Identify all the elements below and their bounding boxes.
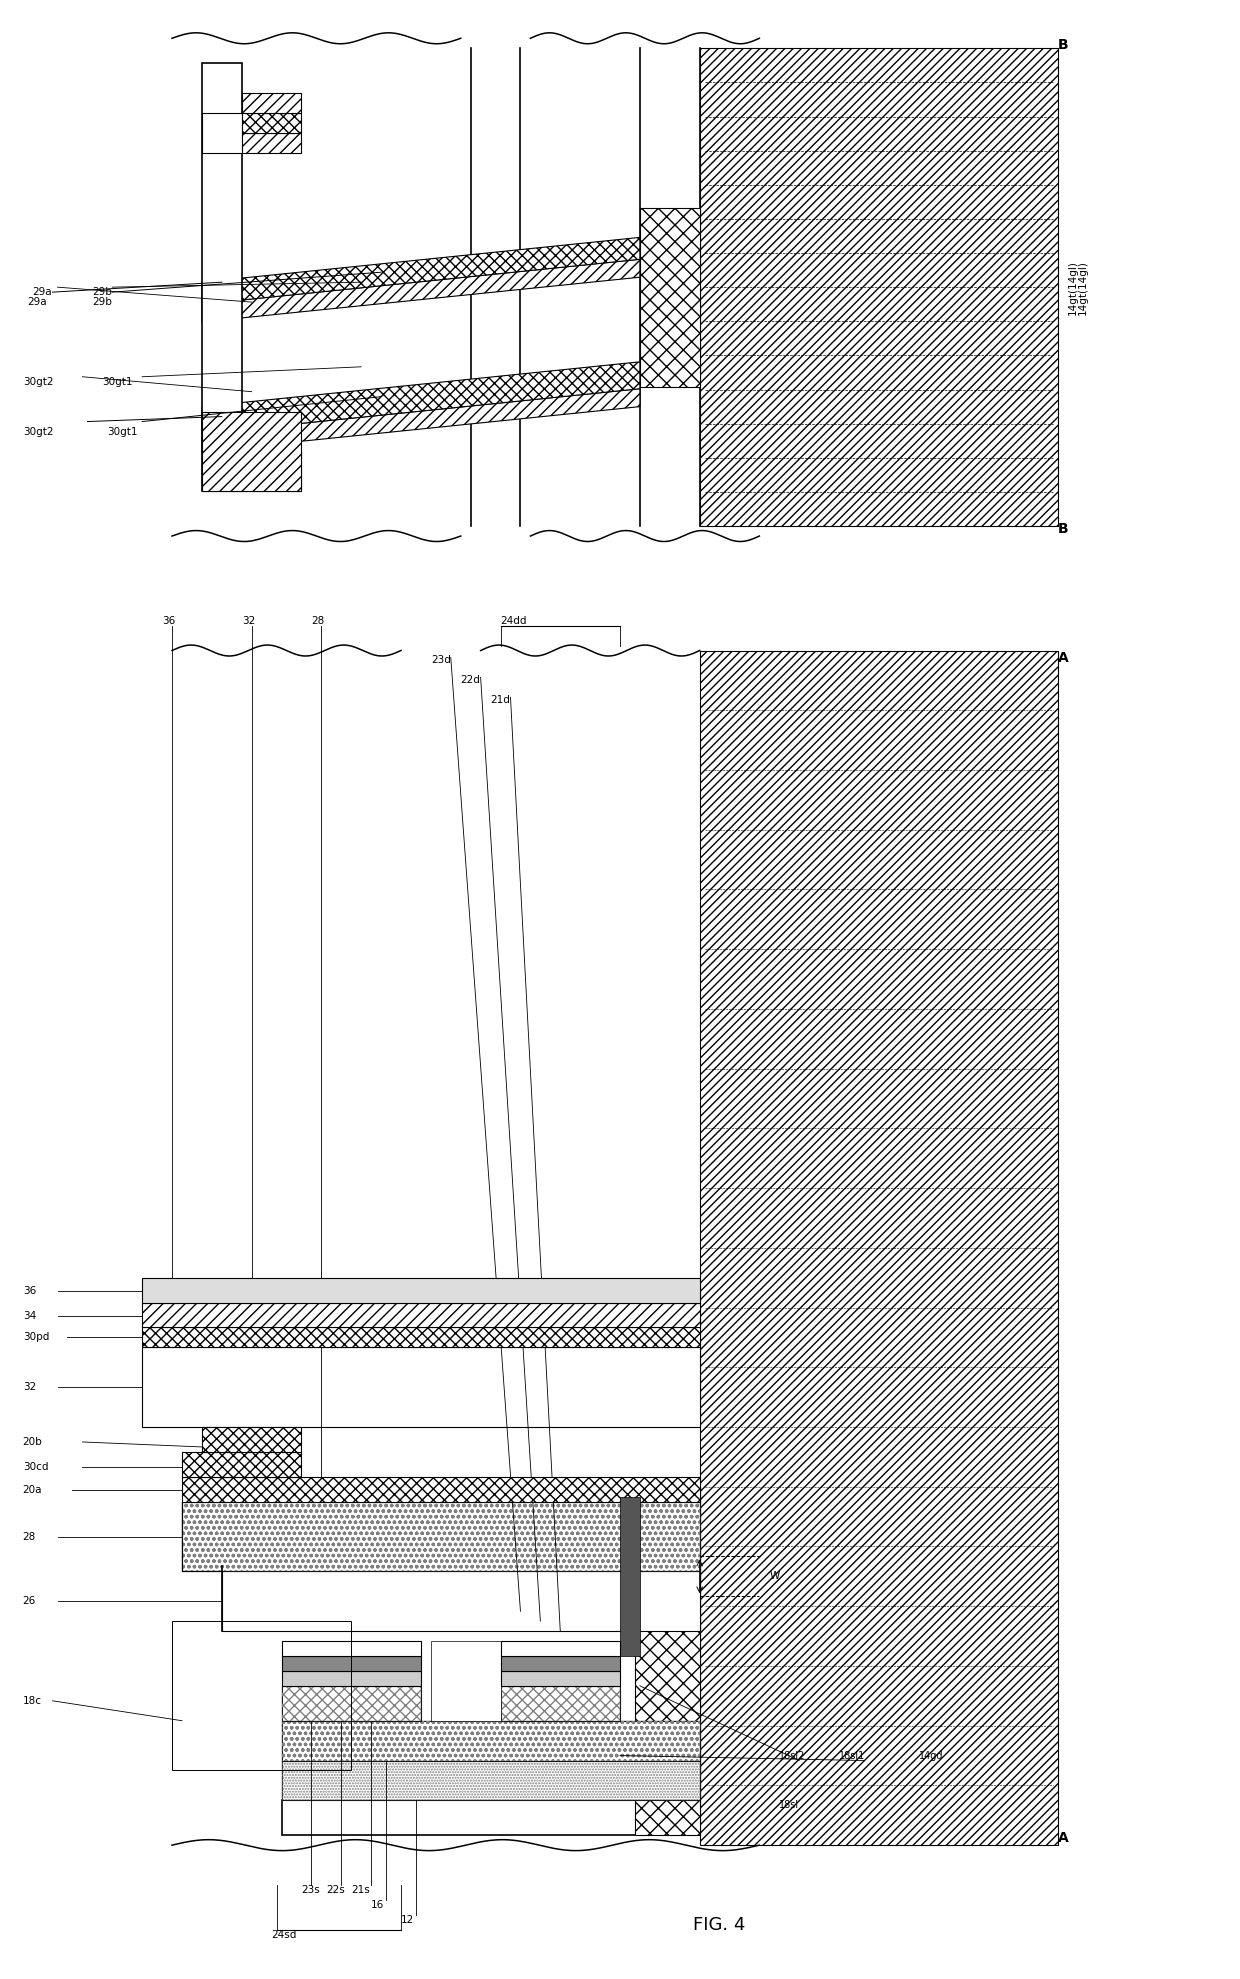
Bar <box>620 1496 640 1656</box>
Bar <box>281 1761 699 1801</box>
Text: A: A <box>1058 1831 1069 1844</box>
Text: 18sl: 18sl <box>779 1801 800 1811</box>
Bar <box>281 1720 699 1761</box>
Polygon shape <box>202 388 640 451</box>
Bar <box>281 1686 420 1720</box>
Text: 23d: 23d <box>430 655 450 665</box>
Text: 30gt2: 30gt2 <box>22 376 53 386</box>
Text: 14gt(14gl): 14gt(14gl) <box>1068 259 1078 315</box>
Bar <box>635 1486 699 1835</box>
Text: 30gt1: 30gt1 <box>108 427 138 437</box>
Text: 28: 28 <box>311 615 325 625</box>
Bar <box>242 113 301 133</box>
Bar <box>430 1641 501 1720</box>
Text: 18sl2: 18sl2 <box>779 1751 806 1761</box>
Bar <box>699 651 1058 1844</box>
Bar <box>182 1502 699 1571</box>
Bar <box>172 1621 351 1771</box>
Bar <box>501 1686 620 1720</box>
Text: 28: 28 <box>22 1532 36 1542</box>
Text: 21d: 21d <box>491 695 511 705</box>
Text: 21s: 21s <box>351 1884 370 1896</box>
Text: 29a: 29a <box>32 287 52 297</box>
Bar <box>202 113 242 152</box>
Text: 16: 16 <box>371 1900 384 1910</box>
Text: 22s: 22s <box>326 1884 345 1896</box>
Bar <box>202 412 301 491</box>
Bar <box>202 451 301 491</box>
Bar <box>501 1656 620 1670</box>
Bar <box>182 1502 699 1571</box>
Text: 14gd: 14gd <box>919 1751 944 1761</box>
Text: 29b: 29b <box>92 287 113 297</box>
Text: B: B <box>1058 522 1069 536</box>
Polygon shape <box>202 237 640 305</box>
Bar <box>281 1641 420 1656</box>
Bar <box>281 1761 699 1801</box>
Text: 34: 34 <box>22 1310 36 1320</box>
Polygon shape <box>202 362 640 433</box>
Text: 36: 36 <box>162 615 175 625</box>
Bar <box>202 1427 301 1453</box>
Bar <box>242 133 301 152</box>
Text: FIG. 4: FIG. 4 <box>693 1916 745 1933</box>
Bar <box>202 63 242 491</box>
Bar <box>281 1720 699 1761</box>
Text: 32: 32 <box>242 615 255 625</box>
Text: 14gt(14gl): 14gt(14gl) <box>1078 259 1087 315</box>
Text: 32: 32 <box>22 1381 36 1391</box>
Text: 36: 36 <box>22 1286 36 1296</box>
Polygon shape <box>202 259 640 323</box>
Text: 18c: 18c <box>22 1696 42 1706</box>
Text: 24dd: 24dd <box>501 615 527 625</box>
Bar <box>281 1801 699 1835</box>
Bar <box>640 208 699 386</box>
Text: 30gt2: 30gt2 <box>22 427 53 437</box>
Bar <box>143 1278 699 1302</box>
Text: 12: 12 <box>401 1916 414 1926</box>
Bar <box>501 1686 620 1720</box>
Text: W: W <box>769 1571 780 1581</box>
Bar <box>281 1686 420 1720</box>
Text: 30pd: 30pd <box>22 1332 50 1342</box>
Text: 22d: 22d <box>461 675 481 685</box>
Text: 18sl1: 18sl1 <box>839 1751 866 1761</box>
Bar <box>281 1656 420 1670</box>
Bar <box>182 1476 699 1502</box>
Bar <box>242 93 301 113</box>
Text: 20b: 20b <box>22 1437 42 1447</box>
Bar <box>182 1453 301 1476</box>
Text: 29a: 29a <box>27 297 47 307</box>
Bar <box>501 1670 620 1686</box>
Text: B: B <box>1058 38 1069 51</box>
Bar <box>222 1571 699 1631</box>
Bar <box>143 1348 699 1427</box>
Text: 26: 26 <box>22 1597 36 1607</box>
Text: 20a: 20a <box>22 1484 42 1494</box>
Text: 30gt1: 30gt1 <box>103 376 133 386</box>
Text: 23s: 23s <box>301 1884 320 1896</box>
Bar <box>143 1302 699 1328</box>
Text: 30cd: 30cd <box>22 1462 48 1472</box>
Text: 29b: 29b <box>92 297 113 307</box>
Bar <box>699 47 1058 526</box>
Text: 24sd: 24sd <box>272 1930 296 1939</box>
Bar <box>143 1328 699 1348</box>
Text: A: A <box>1058 651 1069 665</box>
Bar <box>501 1641 620 1656</box>
Bar <box>281 1670 420 1686</box>
